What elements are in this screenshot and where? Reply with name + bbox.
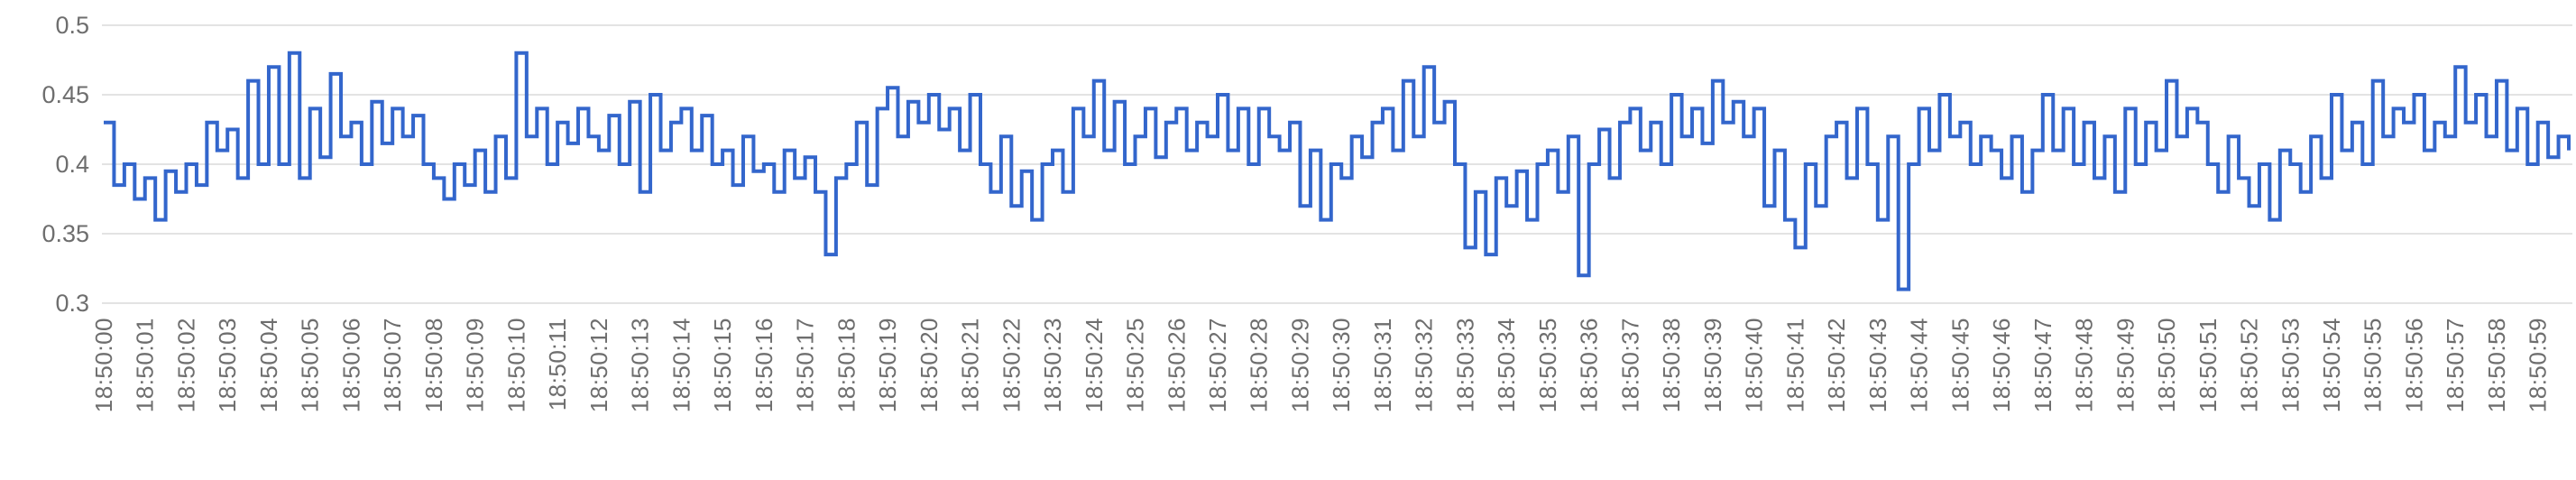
x-axis-label: 18:50:20 — [915, 318, 943, 412]
y-axis-label: 0.35 — [41, 220, 89, 247]
y-axis-label: 0.5 — [55, 12, 89, 39]
x-axis-label: 18:50:27 — [1204, 318, 1231, 412]
x-axis-label: 18:50:47 — [2029, 318, 2056, 412]
y-axis-label: 0.3 — [55, 290, 89, 317]
x-axis-label: 18:50:59 — [2525, 318, 2552, 412]
x-axis-label: 18:50:24 — [1081, 318, 1108, 412]
x-axis-label: 18:50:48 — [2071, 318, 2098, 412]
x-axis-label: 18:50:56 — [2400, 318, 2427, 412]
x-axis-label: 18:50:54 — [2318, 318, 2345, 412]
x-axis-label: 18:50:35 — [1534, 318, 1561, 412]
x-axis-label: 18:50:19 — [874, 318, 901, 412]
x-axis-label: 18:50:03 — [214, 318, 241, 412]
x-axis-label: 18:50:06 — [337, 318, 364, 412]
x-axis-label: 18:50:53 — [2277, 318, 2304, 412]
x-axis-label: 18:50:37 — [1616, 318, 1643, 412]
x-axis-label: 18:50:07 — [379, 318, 406, 412]
y-axis-label: 0.45 — [41, 81, 89, 108]
x-axis-label: 18:50:52 — [2236, 318, 2263, 412]
x-axis-label: 18:50:13 — [627, 318, 654, 412]
x-axis-label: 18:50:42 — [1823, 318, 1850, 412]
x-axis-label: 18:50:02 — [172, 318, 199, 412]
x-axis-label: 18:50:57 — [2442, 318, 2469, 412]
x-axis-label: 18:50:11 — [544, 318, 571, 411]
x-axis-label: 18:50:16 — [750, 318, 777, 412]
x-axis-label: 18:50:32 — [1411, 318, 1438, 412]
x-axis-label: 18:50:01 — [132, 318, 159, 412]
x-axis-label: 18:50:22 — [998, 318, 1025, 412]
x-axis-label: 18:50:36 — [1576, 318, 1603, 412]
x-axis-label: 18:50:49 — [2111, 318, 2139, 412]
x-axis-label: 18:50:45 — [1946, 318, 1973, 412]
x-axis-label: 18:50:30 — [1328, 318, 1355, 412]
x-axis-label: 18:50:29 — [1286, 318, 1313, 412]
x-axis-label: 18:50:44 — [1906, 318, 1933, 412]
x-axis-label: 18:50:55 — [2360, 318, 2387, 412]
x-axis-label: 18:50:15 — [709, 318, 736, 412]
x-axis-label: 18:50:40 — [1741, 318, 1768, 412]
x-axis-label: 18:50:31 — [1369, 318, 1396, 412]
x-axis-label: 18:50:28 — [1246, 318, 1273, 412]
x-axis-label: 18:50:18 — [833, 318, 860, 412]
x-axis-label: 18:50:33 — [1451, 318, 1478, 412]
x-axis-label: 18:50:26 — [1163, 318, 1190, 412]
x-axis-label: 18:50:12 — [585, 318, 612, 412]
x-axis-label: 18:50:10 — [502, 318, 529, 412]
x-axis-label: 18:50:58 — [2483, 318, 2510, 412]
x-axis-label: 18:50:00 — [90, 318, 117, 412]
series-line — [104, 51, 2571, 291]
x-axis-label: 18:50:50 — [2153, 318, 2180, 412]
x-axis-label: 18:50:05 — [297, 318, 324, 412]
y-axis-label: 0.4 — [55, 151, 89, 178]
x-axis-label: 18:50:39 — [1699, 318, 1726, 412]
x-axis-label: 18:50:34 — [1493, 318, 1520, 412]
x-axis-label: 18:50:14 — [667, 318, 695, 412]
x-axis-label: 18:50:23 — [1039, 318, 1066, 412]
x-axis-label: 18:50:43 — [1864, 318, 1891, 412]
x-axis-label: 18:50:51 — [2194, 318, 2222, 412]
x-axis-label: 18:50:46 — [1988, 318, 2015, 412]
x-axis-label: 18:50:17 — [792, 318, 819, 412]
x-axis-label: 18:50:21 — [957, 318, 984, 412]
x-axis-label: 18:50:09 — [462, 318, 489, 412]
x-axis-label: 18:50:04 — [255, 318, 282, 412]
x-axis-label: 18:50:25 — [1122, 318, 1149, 412]
x-axis-label: 18:50:41 — [1781, 318, 1808, 412]
x-axis-label: 18:50:08 — [420, 318, 447, 412]
x-axis-label: 18:50:38 — [1658, 318, 1685, 412]
